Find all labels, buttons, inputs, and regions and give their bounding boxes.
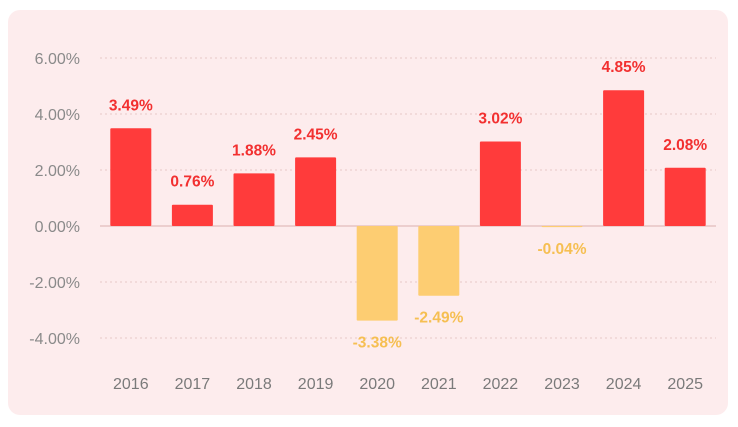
x-tick-label: 2016 [113,376,149,393]
bar [479,141,521,226]
data-label: -2.49% [414,310,463,327]
data-label: -0.04% [537,241,586,258]
x-tick-label: 2021 [421,376,457,393]
y-tick-label: -2.00% [29,275,80,292]
data-label: 2.08% [663,137,707,154]
bar [233,173,275,226]
x-tick-label: 2020 [359,376,395,393]
data-label: 0.76% [170,174,214,191]
x-tick-label: 2017 [175,376,211,393]
x-tick-label: 2019 [298,376,334,393]
x-tick-label: 2018 [236,376,272,393]
bar [418,226,460,296]
bar [356,226,398,321]
bar [295,157,337,226]
y-tick-label: 4.00% [35,107,80,124]
data-label: -3.38% [353,335,402,352]
data-label: 2.45% [294,126,338,143]
x-tick-label: 2022 [483,376,519,393]
x-tick-label: 2025 [667,376,703,393]
bar [110,128,152,226]
bar [603,90,645,226]
data-label: 3.49% [109,97,153,114]
data-label: 3.02% [478,110,522,127]
data-label: 4.85% [602,59,646,76]
x-tick-label: 2023 [544,376,580,393]
y-tick-label: -4.00% [29,331,80,348]
bar [541,226,583,228]
data-label: 1.88% [232,142,276,159]
bar [664,167,706,226]
bar [171,204,213,226]
x-tick-label: 2024 [606,376,642,393]
y-tick-label: 2.00% [35,163,80,180]
y-tick-label: 6.00% [35,51,80,68]
y-tick-label: 0.00% [35,219,80,236]
